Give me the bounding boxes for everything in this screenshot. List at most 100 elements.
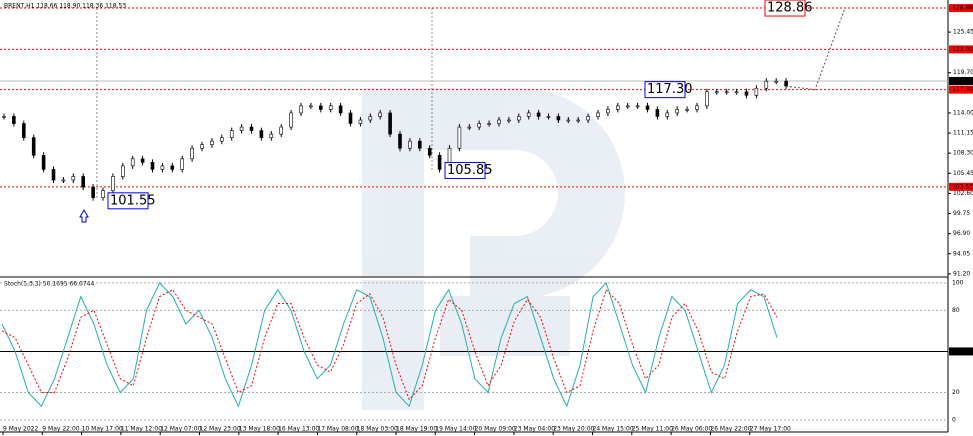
candle [477, 123, 482, 128]
y-tick-label: 94.05 [953, 250, 970, 257]
candle [536, 112, 541, 117]
y-tick-label: 91.20 [953, 270, 970, 277]
candle [606, 109, 610, 114]
x-tick-label: 18 May 03:00 [357, 426, 398, 433]
candle [91, 186, 95, 198]
annotation-box [644, 81, 686, 99]
x-tick-label: 13 May 18:00 [239, 426, 280, 433]
candle [764, 80, 769, 89]
y-tick-label: 50.0000 [952, 348, 973, 355]
candle [685, 109, 689, 111]
candle [507, 119, 511, 122]
candle [348, 112, 353, 124]
candle [130, 158, 135, 167]
candle [576, 119, 581, 122]
candle [546, 116, 551, 118]
annotation-box [764, 0, 806, 17]
candle [427, 147, 432, 156]
y-tick-label: 102.60 [953, 190, 973, 197]
candle [774, 80, 779, 83]
y-tick-label: 108.30 [953, 150, 973, 157]
forecast-path [786, 7, 846, 91]
y-tick-label: 0 [952, 416, 956, 423]
stoch-line [1, 281, 778, 408]
x-tick-label: 27 May 17:00 [750, 426, 791, 433]
x-tick-label: 26 May 06:00 [671, 426, 712, 433]
stoch-line [1, 288, 778, 401]
candle [566, 119, 571, 122]
candle [457, 126, 462, 149]
y-tick-label: 80 [952, 307, 960, 314]
candle [724, 91, 729, 94]
candle [289, 112, 293, 128]
candle [734, 91, 739, 94]
candle [665, 112, 670, 117]
x-tick-label: 23 May 20:00 [553, 426, 594, 433]
candle [754, 87, 759, 96]
current-price-label: 118.53 [952, 77, 973, 84]
candle [31, 137, 36, 156]
candle [338, 105, 343, 114]
x-tick-label: 12 May 23:00 [200, 426, 241, 433]
annotation-label: 105.85 [447, 163, 493, 178]
candle [408, 140, 412, 149]
y-tick-label: 105.45 [953, 170, 973, 177]
candle [239, 126, 244, 131]
candle [229, 130, 234, 138]
x-tick-label: 26 May 22:00 [710, 426, 751, 433]
annotation-label: 117.30 [647, 82, 693, 97]
watermark [362, 88, 625, 410]
candle [705, 91, 709, 107]
candle [635, 105, 640, 108]
current-price-tag [949, 76, 973, 85]
candle [111, 176, 115, 191]
candle [378, 112, 383, 117]
chart-title: BRENT,H1 118.66 118.90 118.36 118.53 [4, 3, 126, 10]
x-tick-label: 12 May 07:00 [160, 426, 201, 433]
annotation-label: 101.55 [110, 193, 156, 208]
x-tick-label: 19 May 14:00 [435, 426, 476, 433]
y-tick-label: 125.45 [953, 29, 973, 36]
annotation-label: 128.86 [767, 1, 813, 16]
candle [210, 140, 214, 146]
candle [437, 154, 442, 170]
y-tick-label: 114.00 [953, 109, 973, 116]
candle [695, 105, 699, 110]
annotation-box [444, 161, 486, 179]
candle [220, 137, 224, 142]
candle [625, 105, 630, 108]
candle [596, 112, 600, 117]
candle [388, 112, 392, 135]
x-tick-label: 23 May 04:00 [514, 426, 555, 433]
x-tick-label: 11 May 12:00 [121, 426, 162, 433]
candle [170, 165, 175, 170]
level-label: 128.86 [952, 5, 973, 12]
candle [259, 130, 264, 138]
candle [140, 158, 145, 163]
candle [41, 154, 46, 170]
candle [744, 91, 749, 96]
candle [328, 105, 333, 110]
level-label: 103.53 [952, 183, 973, 190]
candle [645, 105, 650, 110]
candle [417, 140, 422, 149]
candle [586, 116, 590, 121]
candle [615, 105, 620, 110]
candle [12, 116, 16, 124]
candle [200, 144, 204, 149]
candle [556, 116, 561, 121]
x-tick-label: 18 May 19:00 [396, 426, 437, 433]
candle [51, 169, 56, 181]
candle [784, 80, 788, 87]
y-tick-label: 111.15 [953, 130, 973, 137]
y-tick-label: 96.90 [953, 230, 970, 237]
level-tag [949, 347, 973, 356]
x-tick-label: 16 May 13:00 [278, 426, 319, 433]
candle [249, 126, 254, 131]
x-tick-label: 9 May 2022 [3, 426, 38, 433]
candle [279, 126, 284, 135]
candle [358, 119, 363, 124]
level-tag [949, 45, 973, 54]
